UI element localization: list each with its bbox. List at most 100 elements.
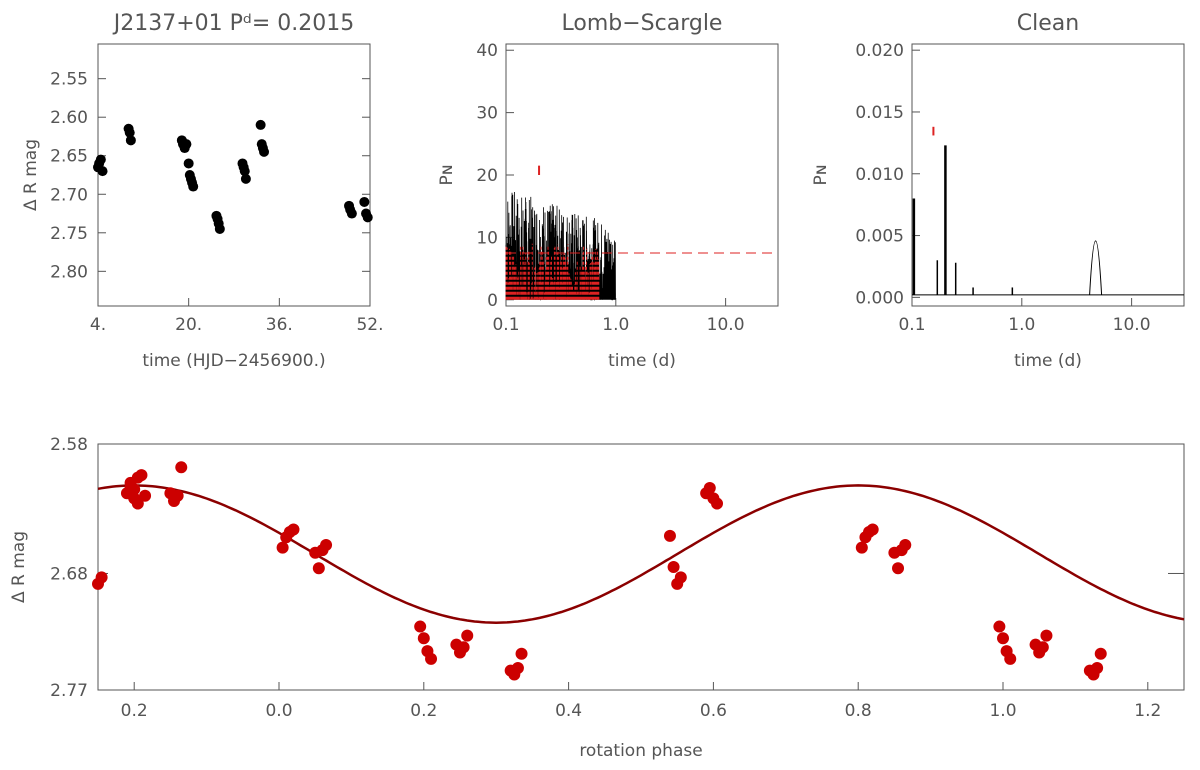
- lightcurve-point: [124, 127, 135, 138]
- lomb-scargle-ylabel: Pɴ: [437, 164, 457, 185]
- phase-ytick-label: 2.58: [50, 435, 88, 455]
- clean-xtick-label: 1.0: [1008, 315, 1035, 335]
- phase-point: [997, 632, 1009, 645]
- lightcurve-point: [362, 212, 373, 223]
- phase-point: [95, 571, 108, 584]
- phase-point: [1091, 661, 1104, 674]
- clean-ytick-label: 0.020: [855, 41, 904, 61]
- phase-point: [175, 461, 188, 474]
- phase-point: [461, 629, 474, 642]
- clean-xtick-label: 0.1: [898, 315, 925, 335]
- phase-point: [139, 489, 152, 502]
- phase-point: [457, 641, 470, 654]
- phase-point: [667, 561, 680, 573]
- lightcurve-panel: J2137+01 Pᵈ= 0.2015 time (HJD−2456900.) …: [21, 11, 384, 371]
- clean-ylabel: Pɴ: [811, 164, 831, 185]
- phase-point: [866, 523, 879, 536]
- lightcurve-point: [346, 208, 357, 219]
- lightcurve-ytick-label: 2.60: [50, 108, 88, 128]
- phase-xlabel: rotation phase: [579, 741, 702, 761]
- lomb-scargle-ytick-label: 10: [476, 228, 498, 248]
- lomb-scargle-xlabel: time (d): [608, 351, 676, 371]
- clean-ytick-label: 0.010: [855, 165, 904, 185]
- phase-point: [993, 620, 1006, 633]
- phase-point: [276, 541, 289, 554]
- lightcurve-ytick-label: 2.55: [50, 70, 88, 90]
- phase-xtick-label: 1.0: [989, 701, 1016, 721]
- phase-point: [124, 482, 137, 495]
- phase-point: [417, 632, 430, 645]
- phase-point: [1094, 647, 1107, 660]
- lightcurve-xtick-label: 20.: [175, 315, 202, 335]
- clean-frame: [911, 43, 1185, 307]
- lightcurve-point: [188, 181, 199, 192]
- phase-point: [131, 497, 144, 510]
- phase-ytick-label: 2.68: [50, 564, 88, 584]
- lightcurve-ytick-label: 2.70: [50, 185, 88, 205]
- phase-point: [663, 529, 676, 542]
- lightcurve-frame: [97, 43, 371, 307]
- lomb-scargle-ytick-label: 40: [476, 41, 498, 61]
- phase-point: [674, 571, 687, 584]
- phase-point: [1036, 641, 1049, 654]
- lomb-scargle-xtick-label: 10.0: [707, 315, 745, 335]
- lightcurve-xtick-label: 36.: [266, 315, 293, 335]
- lomb-scargle-ytick-label: 30: [476, 104, 498, 124]
- lightcurve-point: [240, 173, 251, 184]
- phase-point: [312, 562, 325, 575]
- lightcurve-xlabel: time (HJD−2456900.): [142, 351, 325, 371]
- lomb-scargle-xtick-label: 0.1: [492, 315, 519, 335]
- lightcurve-point: [359, 196, 370, 207]
- lightcurve-point: [214, 223, 225, 234]
- phase-point: [511, 661, 524, 674]
- lomb-scargle-window: [505, 243, 600, 300]
- clean-peak: [1089, 240, 1103, 295]
- lightcurve-ytick-label: 2.65: [50, 147, 88, 167]
- phase-xtick-label: 0.4: [555, 701, 582, 721]
- lightcurve-point: [125, 135, 136, 146]
- phase-point: [711, 497, 724, 510]
- lightcurve-point: [259, 146, 270, 157]
- phase-ylabel: Δ R mag: [9, 531, 29, 603]
- phase-point: [171, 489, 184, 502]
- lightcurve-point: [255, 119, 266, 130]
- lomb-scargle-title: Lomb−Scargle: [562, 11, 723, 36]
- phase-point: [320, 538, 333, 551]
- clean-ytick-label: 0.005: [855, 227, 904, 247]
- phase-panel: rotation phase Δ R mag 0.2 0.0 0.2 0.4 0.6 0.…: [9, 435, 1185, 761]
- lightcurve-xtick-label: 52.: [356, 315, 383, 335]
- lomb-scargle-ytick-label: 0: [487, 291, 498, 311]
- phase-frame: [97, 443, 1185, 691]
- lightcurve-point: [97, 166, 108, 177]
- lightcurve-ytick-label: 2.75: [50, 224, 88, 244]
- phase-xtick-label: 1.2: [1134, 701, 1161, 721]
- phase-point: [892, 562, 905, 575]
- clean-ytick-label: 0.000: [855, 288, 904, 308]
- lomb-scargle-xtick-label: 1.0: [602, 315, 629, 335]
- clean-xtick-label: 10.0: [1113, 315, 1151, 335]
- phase-point: [287, 523, 300, 536]
- phase-point: [899, 538, 912, 551]
- lomb-scargle-ytick-label: 20: [476, 166, 498, 186]
- clean-ytick-label: 0.015: [855, 103, 904, 123]
- phase-point: [515, 647, 528, 660]
- lightcurve-point: [181, 139, 192, 150]
- phase-point: [135, 469, 148, 482]
- clean-title: Clean: [1017, 11, 1079, 36]
- phase-point: [703, 482, 716, 495]
- phase-point: [855, 541, 868, 554]
- lightcurve-xtick-label: 4.: [90, 315, 106, 335]
- phase-xtick-label: 0.8: [845, 701, 872, 721]
- phase-xtick-label: 0.0: [265, 701, 292, 721]
- clean-xlabel: time (d): [1014, 351, 1082, 371]
- phase-point: [425, 652, 438, 665]
- lightcurve-point: [183, 158, 194, 169]
- lomb-scargle-panel: Lomb−Scargle time (d) Pɴ 0.1 1.0 10.0 0 10 20…: [437, 11, 779, 371]
- phase-fit-curve: [97, 484, 1185, 624]
- phase-xtick-label: 0.2: [121, 701, 148, 721]
- phase-ytick-label: 2.77: [50, 681, 88, 701]
- lightcurve-title: J2137+01 Pᵈ= 0.2015: [112, 11, 355, 36]
- clean-panel: Clean time (d) Pɴ 0.1 1.0 10.0 0.000 0.005 0.…: [811, 11, 1185, 371]
- phase-point: [414, 620, 427, 633]
